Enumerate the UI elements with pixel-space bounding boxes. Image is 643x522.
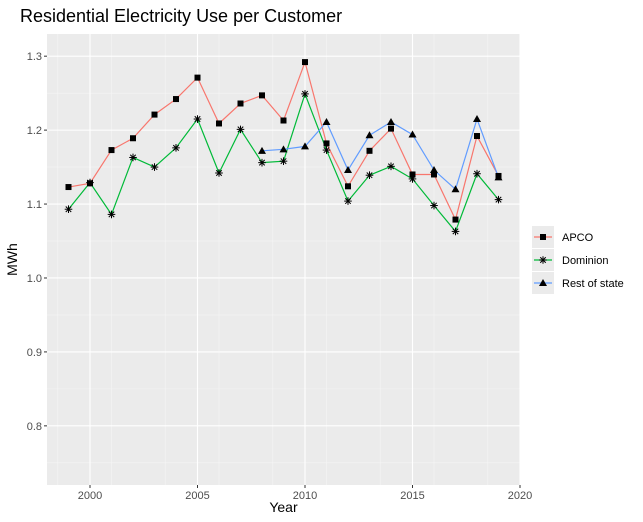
legend-label: Rest of state (562, 278, 624, 290)
y-axis-title: MWh (4, 243, 20, 276)
y-tick-label: 1.3 (27, 51, 42, 63)
series-line-rest-of-state (261, 117, 500, 191)
point-apco (323, 140, 330, 147)
x-tick-label: 2010 (293, 490, 317, 502)
legend-key-marker (540, 234, 546, 240)
x-axis-ticks: 2000 2005 2010 2015 2020 (78, 485, 532, 502)
point-dominion (387, 162, 395, 171)
point-dominion (365, 171, 374, 180)
y-tick-label: 0.8 (27, 421, 42, 433)
point-dominion (430, 201, 438, 210)
point-rest-of-state (494, 173, 503, 181)
point-dominion (301, 90, 309, 98)
point-apco (409, 171, 416, 178)
chart-title: Residential Electricity Use per Customer (20, 6, 342, 26)
point-dominion (451, 227, 460, 236)
point-rest-of-state (279, 145, 288, 153)
point-dominion (107, 210, 116, 219)
point-apco (108, 147, 115, 154)
point-dominion (258, 158, 266, 167)
point-rest-of-state (258, 146, 266, 154)
y-tick-label: 1.2 (27, 125, 42, 137)
x-tick-label: 2015 (400, 490, 424, 502)
point-dominion (64, 205, 73, 214)
y-tick-label: 1.0 (27, 273, 42, 285)
point-rest-of-state (322, 117, 331, 125)
point-apco (237, 100, 244, 107)
x-tick-label: 2000 (78, 490, 102, 502)
point-dominion (408, 175, 417, 183)
point-dominion (473, 169, 481, 178)
y-tick-label: 1.1 (27, 199, 42, 211)
point-dominion (150, 163, 159, 171)
legend-label: APCO (562, 232, 594, 244)
point-dominion (129, 153, 137, 162)
legend-item-apco: APCO (532, 226, 594, 248)
point-rest-of-state (365, 131, 374, 139)
x-axis-title: Year (269, 499, 298, 515)
point-rest-of-state (408, 130, 417, 138)
point-apco (302, 59, 308, 66)
point-rest-of-state (473, 115, 481, 123)
point-dominion (322, 146, 331, 154)
point-rest-of-state (387, 117, 395, 125)
point-apco (280, 117, 287, 124)
legend: APCO Dominion Rest of state (532, 226, 624, 294)
point-rest-of-state (430, 166, 438, 174)
point-dominion (344, 197, 352, 205)
point-rest-of-state (451, 185, 460, 193)
point-apco (366, 147, 373, 154)
point-dominion (494, 195, 503, 204)
point-apco (345, 183, 351, 190)
point-dominion (172, 144, 180, 152)
point-apco (151, 111, 158, 118)
point-apco (194, 74, 201, 81)
legend-item-dominion: Dominion (532, 249, 608, 271)
point-apco (474, 133, 480, 140)
series-points (64, 59, 503, 236)
point-rest-of-state (301, 142, 309, 150)
legend-label: Dominion (562, 255, 608, 267)
y-axis-ticks: 0.8 0.9 1.0 1.1 1.2 1.3 (27, 51, 47, 433)
y-tick-label: 0.9 (27, 347, 42, 359)
plot-panel (47, 34, 520, 485)
x-tick-label: 2020 (508, 490, 532, 502)
point-apco (65, 184, 72, 191)
legend-item-rest-of-state: Rest of state (532, 272, 624, 294)
point-apco (452, 216, 459, 223)
point-dominion (193, 115, 202, 123)
point-apco (431, 171, 437, 178)
point-apco (130, 135, 136, 142)
point-dominion (86, 178, 94, 187)
legend-key-marker (539, 279, 547, 286)
point-rest-of-state (344, 166, 352, 174)
point-apco (388, 125, 394, 132)
x-tick-label: 2005 (185, 490, 209, 502)
point-apco (173, 96, 179, 103)
legend-key-marker (539, 256, 547, 264)
point-apco (216, 120, 222, 127)
point-dominion (236, 125, 245, 134)
point-apco (259, 92, 265, 99)
point-dominion (279, 157, 288, 165)
point-dominion (215, 169, 223, 177)
grid-lines (47, 34, 521, 485)
